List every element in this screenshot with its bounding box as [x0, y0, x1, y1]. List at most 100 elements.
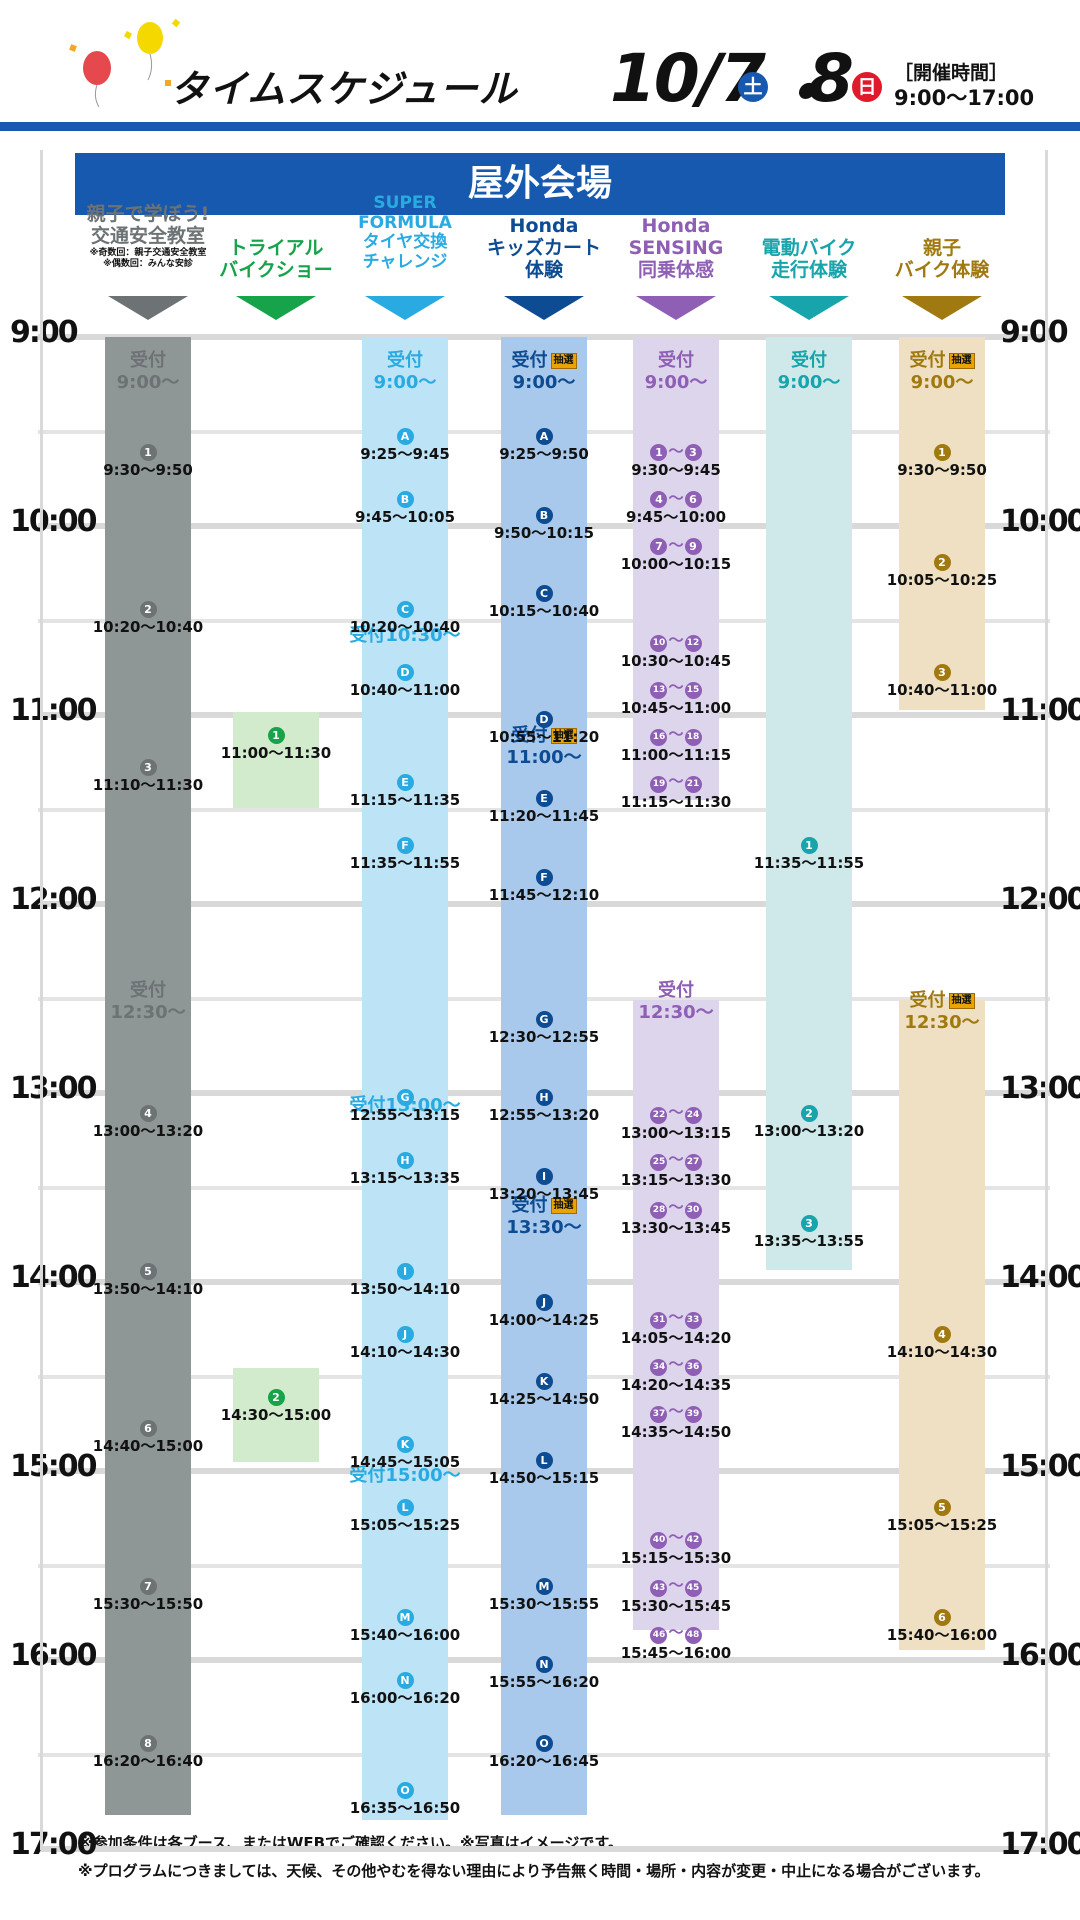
session-slot[interactable]: E 11:15〜11:35 [330, 772, 480, 809]
session-number: 2 [734, 1103, 884, 1122]
session-slot[interactable]: 13 〜 15 10:45〜11:00 [601, 678, 751, 717]
session-slot[interactable]: I 13:50〜14:10 [330, 1261, 480, 1298]
session-slot[interactable]: K 14:25〜14:50 [469, 1371, 619, 1408]
session-number: 1 [201, 725, 351, 744]
session-time: 16:20〜16:40 [92, 1752, 204, 1770]
session-slot[interactable]: M 15:40〜16:00 [330, 1607, 480, 1644]
session-slot[interactable]: C 10:15〜10:40 [469, 583, 619, 620]
column-title-line: 親子で学ぼう! [86, 203, 210, 225]
session-number-badge: 1 [139, 443, 157, 461]
session-slot[interactable]: 22 〜 24 13:00〜13:15 [601, 1103, 751, 1142]
session-slot[interactable]: 40 〜 42 15:15〜15:30 [601, 1528, 751, 1567]
column-arrow-icon [108, 296, 188, 320]
session-number-badge: 34 [650, 1359, 668, 1376]
range-tilde: 〜 [668, 1150, 684, 1169]
column-title-line: FORMULA [358, 212, 452, 233]
registration-label: 受付 抽選 13:30〜 [484, 1195, 604, 1239]
session-slot[interactable]: 3 10:40〜11:00 [867, 662, 1017, 699]
session-number-badge: K [396, 1435, 414, 1453]
session-slot[interactable]: K 14:45〜15:05 [330, 1434, 480, 1471]
session-number-badge: J [396, 1325, 414, 1343]
session-slot[interactable]: 37 〜 39 14:35〜14:50 [601, 1402, 751, 1441]
session-slot[interactable]: J 14:00〜14:25 [469, 1292, 619, 1329]
registration-text: 受付 [511, 725, 548, 746]
session-number-badge: 1 [267, 727, 285, 744]
session-slot[interactable]: G 12:55〜13:15 [330, 1087, 480, 1124]
session-slot[interactable]: L 15:05〜15:25 [330, 1497, 480, 1534]
session-slot[interactable]: 3 11:10〜11:30 [73, 757, 223, 794]
session-slot[interactable]: 7 〜 9 10:00〜10:15 [601, 536, 751, 573]
registration-time: 11:00〜 [506, 747, 582, 768]
session-number-badge: 3 [684, 443, 702, 461]
session-slot[interactable]: 16 〜 18 11:00〜11:15 [601, 725, 751, 764]
session-time: 13:00〜13:15 [620, 1124, 732, 1142]
session-slot[interactable]: D 10:40〜11:00 [330, 662, 480, 699]
column-bar [633, 1000, 719, 1630]
session-slot[interactable]: G 12:30〜12:55 [469, 1009, 619, 1046]
session-slot[interactable]: F 11:45〜12:10 [469, 867, 619, 904]
session-slot[interactable]: 5 13:50〜14:10 [73, 1261, 223, 1298]
range-tilde: 〜 [668, 1402, 684, 1421]
session-slot[interactable]: 1 11:00〜11:30 [201, 725, 351, 762]
registration-title: 受付 抽選 [882, 990, 1002, 1012]
session-slot[interactable]: O 16:20〜16:45 [469, 1733, 619, 1770]
session-slot[interactable]: D 10:55〜11:20 [469, 709, 619, 746]
session-slot[interactable]: B 9:50〜10:15 [469, 505, 619, 542]
session-number: 1 [73, 442, 223, 461]
session-slot[interactable]: 1 11:35〜11:55 [734, 835, 884, 872]
session-slot[interactable]: 2 14:30〜15:00 [201, 1387, 351, 1424]
session-slot[interactable]: 2 10:05〜10:25 [867, 552, 1017, 589]
session-slot[interactable]: 31 〜 33 14:05〜14:20 [601, 1308, 751, 1347]
session-slot[interactable]: L 14:50〜15:15 [469, 1450, 619, 1487]
hours-value: 9:00〜17:00 [894, 86, 1035, 110]
session-slot[interactable]: N 16:00〜16:20 [330, 1670, 480, 1707]
session-slot[interactable]: 8 16:20〜16:40 [73, 1733, 223, 1770]
session-slot[interactable]: 2 13:00〜13:20 [734, 1103, 884, 1140]
session-slot[interactable]: H 12:55〜13:20 [469, 1087, 619, 1124]
session-time: 13:15〜13:30 [620, 1171, 732, 1190]
session-number: D [330, 662, 480, 681]
session-slot[interactable]: 4 〜 6 9:45〜10:00 [601, 489, 751, 526]
session-slot[interactable]: 1 9:30〜9:50 [867, 442, 1017, 479]
session-slot[interactable]: C 10:20〜10:40 [330, 599, 480, 636]
session-number: F [469, 867, 619, 886]
session-slot[interactable]: 46 〜 48 15:45〜16:00 [601, 1623, 751, 1662]
session-slot[interactable]: 6 15:40〜16:00 [867, 1607, 1017, 1644]
session-number-badge: 9 [684, 538, 702, 555]
session-number: 3 [867, 662, 1017, 681]
session-slot[interactable]: 19 〜 21 11:15〜11:30 [601, 772, 751, 811]
session-slot[interactable]: B 9:45〜10:05 [330, 489, 480, 526]
registration-text: 受付 [511, 1195, 548, 1216]
session-slot[interactable]: 25 〜 27 13:15〜13:30 [601, 1150, 751, 1189]
session-slot[interactable]: 4 14:10〜14:30 [867, 1324, 1017, 1361]
registration-title: 受付 [616, 980, 736, 1002]
session-slot[interactable]: 4 13:00〜13:20 [73, 1103, 223, 1140]
session-slot[interactable]: E 11:20〜11:45 [469, 788, 619, 825]
session-slot[interactable]: 7 15:30〜15:50 [73, 1576, 223, 1613]
session-number: 2 [73, 599, 223, 618]
session-slot[interactable]: H 13:15〜13:35 [330, 1150, 480, 1187]
session-slot[interactable]: I 13:20〜13:45 [469, 1166, 619, 1203]
session-slot[interactable]: 10 〜 12 10:30〜10:45 [601, 631, 751, 670]
session-slot[interactable]: A 9:25〜9:45 [330, 426, 480, 463]
session-slot[interactable]: F 11:35〜11:55 [330, 835, 480, 872]
session-time: 10:55〜11:20 [488, 728, 600, 747]
session-slot[interactable]: O 16:35〜16:50 [330, 1780, 480, 1817]
session-slot[interactable]: 6 14:40〜15:00 [73, 1418, 223, 1455]
session-slot[interactable]: 34 〜 36 14:20〜14:35 [601, 1355, 751, 1394]
session-slot[interactable]: 3 13:35〜13:55 [734, 1213, 884, 1250]
session-time: 10:45〜11:00 [620, 698, 732, 717]
session-number: 1 〜 3 [601, 442, 751, 461]
session-slot[interactable]: 28 〜 30 13:30〜13:45 [601, 1198, 751, 1237]
time-tick-right: 14:00 [1000, 1260, 1080, 1295]
session-slot[interactable]: A 9:25〜9:50 [469, 426, 619, 463]
session-slot[interactable]: J 14:10〜14:30 [330, 1324, 480, 1361]
session-slot[interactable]: 5 15:05〜15:25 [867, 1497, 1017, 1534]
session-slot[interactable]: 43 〜 45 15:30〜15:45 [601, 1576, 751, 1615]
session-slot[interactable]: N 15:55〜16:20 [469, 1654, 619, 1691]
session-slot[interactable]: 2 10:20〜10:40 [73, 599, 223, 636]
session-slot[interactable]: 1 9:30〜9:50 [73, 442, 223, 479]
session-slot[interactable]: 1 〜 3 9:30〜9:45 [601, 442, 751, 479]
registration-label: 受付 9:00〜 [88, 350, 208, 394]
session-slot[interactable]: M 15:30〜15:55 [469, 1576, 619, 1613]
